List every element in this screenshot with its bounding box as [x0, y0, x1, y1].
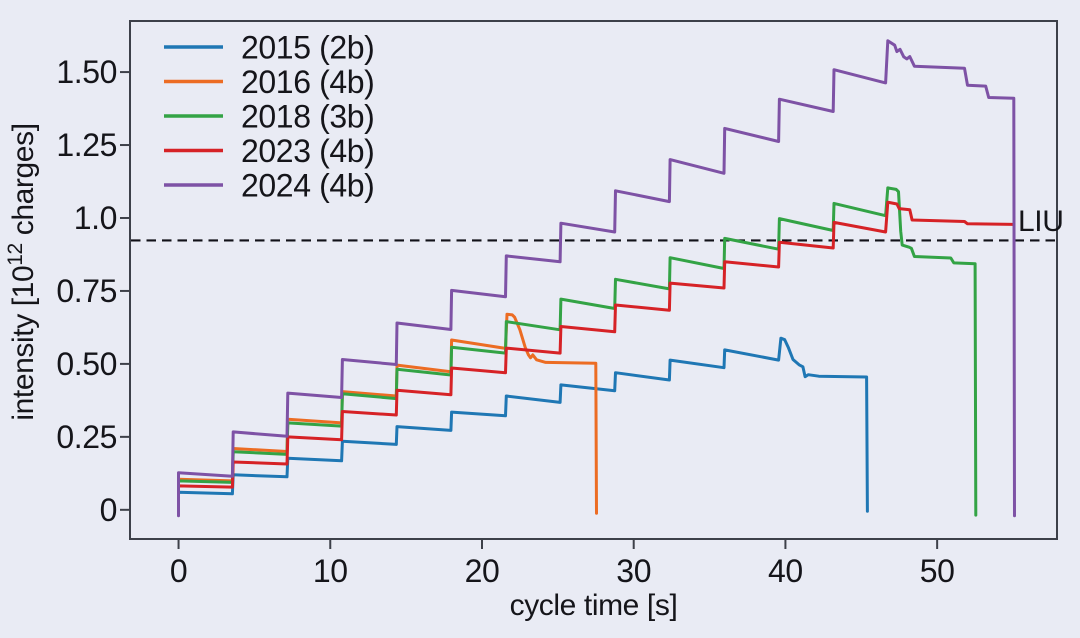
series-line-2024 [177, 39, 1016, 518]
y-tick-label: 1.0 [74, 200, 117, 236]
x-tick-label: 20 [465, 553, 500, 589]
x-tick-label: 10 [313, 553, 348, 589]
legend-label-2015: 2015 (2b) [241, 30, 374, 66]
y-tick-label: 0.50 [56, 346, 117, 382]
x-tick-label: 30 [616, 553, 651, 589]
series-line-2015 [177, 336, 869, 513]
y-tick-label: 1.50 [56, 54, 117, 90]
x-tick-label: 0 [170, 553, 187, 589]
x-axis-label: cycle time [s] [510, 589, 678, 622]
x-tick-label: 40 [768, 553, 803, 589]
legend-label-2023: 2023 (4b) [241, 133, 374, 169]
legend-label-2024: 2024 (4b) [241, 168, 374, 204]
legend-label-2016: 2016 (4b) [241, 64, 374, 100]
liu-annotation-label: LIU [1018, 205, 1064, 238]
y-axis-label: intensity [1012 charges] [4, 123, 40, 420]
series-line-2023 [177, 200, 1015, 513]
x-tick-label: 50 [920, 553, 955, 589]
y-tick-label: 1.25 [56, 127, 117, 163]
y-tick-label: 0 [100, 492, 117, 528]
y-tick-label: 0.25 [56, 419, 117, 455]
legend-label-2018: 2018 (3b) [241, 99, 374, 135]
axes-box [129, 20, 1058, 540]
y-tick-label: 0.75 [56, 273, 117, 309]
